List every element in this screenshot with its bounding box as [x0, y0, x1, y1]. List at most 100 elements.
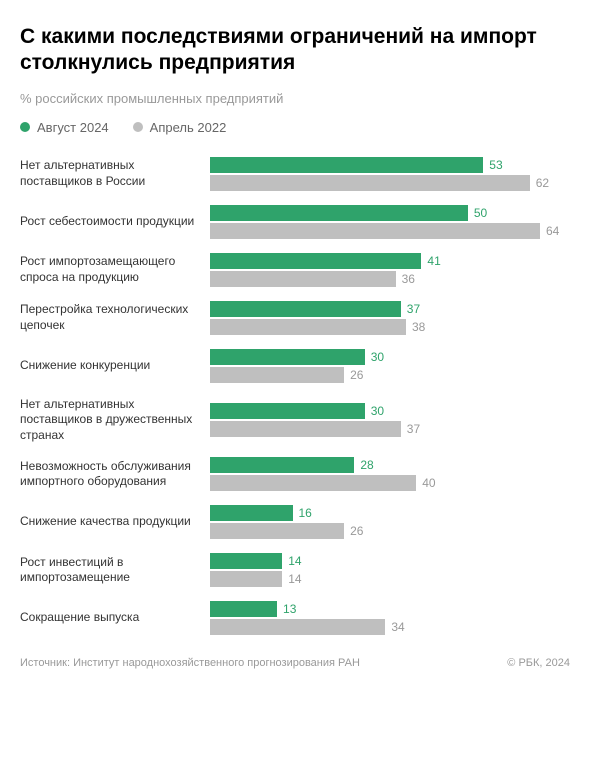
bar-value: 53: [489, 158, 502, 172]
chart-row: Нет альтернативных поставщиков в России 5…: [20, 157, 570, 191]
legend-item: Апрель 2022: [133, 120, 227, 135]
bar-line: 30: [210, 403, 570, 419]
chart-row: Рост импортозамещающего спроса на продук…: [20, 253, 570, 287]
bar-line: 14: [210, 553, 570, 569]
bar-value: 16: [299, 506, 312, 520]
bar: [210, 367, 344, 383]
row-bars: 13 34: [210, 601, 570, 635]
legend: Август 2024 Апрель 2022: [20, 120, 570, 135]
bar-value: 26: [350, 368, 363, 382]
bar: [210, 553, 282, 569]
legend-dot-icon: [133, 122, 143, 132]
bar-line: 14: [210, 571, 570, 587]
bar-value: 50: [474, 206, 487, 220]
bar-line: 50: [210, 205, 570, 221]
bar-line: 41: [210, 253, 570, 269]
chart-row: Снижение качества продукции1626: [20, 505, 570, 539]
row-bars: 30 26: [210, 349, 570, 383]
row-bars: 53 62: [210, 157, 570, 191]
chart-row: Нет альтернативных поставщиков в дружест…: [20, 397, 570, 444]
bar: [210, 271, 396, 287]
row-bars: 1626: [210, 505, 570, 539]
bar-chart: Нет альтернативных поставщиков в России 5…: [20, 157, 570, 636]
bar-line: 26: [210, 523, 570, 539]
bar-value: 41: [427, 254, 440, 268]
bar: [210, 223, 540, 239]
chart-row: Перестройка технологических цепочек3738: [20, 301, 570, 335]
row-bars: 50 64: [210, 205, 570, 239]
chart-subtitle: % российских промышленных предприятий: [20, 91, 570, 106]
bar-line: 40: [210, 475, 570, 491]
bar-line: 13: [210, 601, 570, 617]
bar-value: 30: [371, 350, 384, 364]
bar-value: 14: [288, 572, 301, 586]
bar-line: 34: [210, 619, 570, 635]
bar-value: 36: [402, 272, 415, 286]
row-bars: 1414: [210, 553, 570, 587]
bar: [210, 571, 282, 587]
bar: [210, 157, 483, 173]
legend-label: Август 2024: [37, 120, 109, 135]
bar-line: 62: [210, 175, 570, 191]
bar-line: 64: [210, 223, 570, 239]
bar-value: 26: [350, 524, 363, 538]
row-label: Перестройка технологических цепочек: [20, 302, 198, 333]
bar: [210, 601, 277, 617]
legend-dot-icon: [20, 122, 30, 132]
bar-value: 13: [283, 602, 296, 616]
bar: [210, 523, 344, 539]
row-label: Снижение качества продукции: [20, 514, 198, 530]
legend-item: Август 2024: [20, 120, 109, 135]
bar: [210, 319, 406, 335]
bar-value: 38: [412, 320, 425, 334]
row-label: Рост себестоимости продукции: [20, 214, 198, 230]
source-text: Источник: Институт народнохозяйственного…: [20, 657, 360, 669]
row-label: Нет альтернативных поставщиков в России: [20, 158, 198, 189]
bar: [210, 421, 401, 437]
bar-line: 53: [210, 157, 570, 173]
bar-value: 34: [391, 620, 404, 634]
bar-line: 36: [210, 271, 570, 287]
bar-line: 37: [210, 301, 570, 317]
bar-value: 30: [371, 404, 384, 418]
bar-value: 28: [360, 458, 373, 472]
row-bars: 3738: [210, 301, 570, 335]
bar-line: 26: [210, 367, 570, 383]
row-bars: 41 36: [210, 253, 570, 287]
bar-line: 38: [210, 319, 570, 335]
bar: [210, 253, 421, 269]
bar-value: 64: [546, 224, 559, 238]
bar: [210, 505, 293, 521]
bar-line: 37: [210, 421, 570, 437]
bar-line: 28: [210, 457, 570, 473]
row-label: Рост инвестиций в импортозамещение: [20, 555, 198, 586]
bar: [210, 619, 385, 635]
bar-value: 37: [407, 422, 420, 436]
bar-value: 37: [407, 302, 420, 316]
bar: [210, 403, 365, 419]
bar: [210, 457, 354, 473]
bar-line: 16: [210, 505, 570, 521]
bar-line: 30: [210, 349, 570, 365]
bar: [210, 475, 416, 491]
chart-row: Невозможность обслуживания импортного об…: [20, 457, 570, 491]
bar: [210, 349, 365, 365]
row-label: Сокращение выпуска: [20, 610, 198, 626]
row-label: Нет альтернативных поставщиков в дружест…: [20, 397, 198, 444]
bar: [210, 301, 401, 317]
bar-value: 62: [536, 176, 549, 190]
chart-row: Сокращение выпуска 13 34: [20, 601, 570, 635]
bar-value: 40: [422, 476, 435, 490]
bar-value: 14: [288, 554, 301, 568]
chart-row: Рост инвестиций в импортозамещение1414: [20, 553, 570, 587]
legend-label: Апрель 2022: [150, 120, 227, 135]
copyright-text: © РБК, 2024: [507, 657, 570, 669]
row-label: Снижение конкуренции: [20, 358, 198, 374]
row-bars: 28 40: [210, 457, 570, 491]
chart-row: Снижение конкуренции 30 26: [20, 349, 570, 383]
bar: [210, 175, 530, 191]
row-bars: 30 37: [210, 403, 570, 437]
footer: Источник: Институт народнохозяйственного…: [20, 657, 570, 669]
row-label: Рост импортозамещающего спроса на продук…: [20, 254, 198, 285]
row-label: Невозможность обслуживания импортного об…: [20, 459, 198, 490]
